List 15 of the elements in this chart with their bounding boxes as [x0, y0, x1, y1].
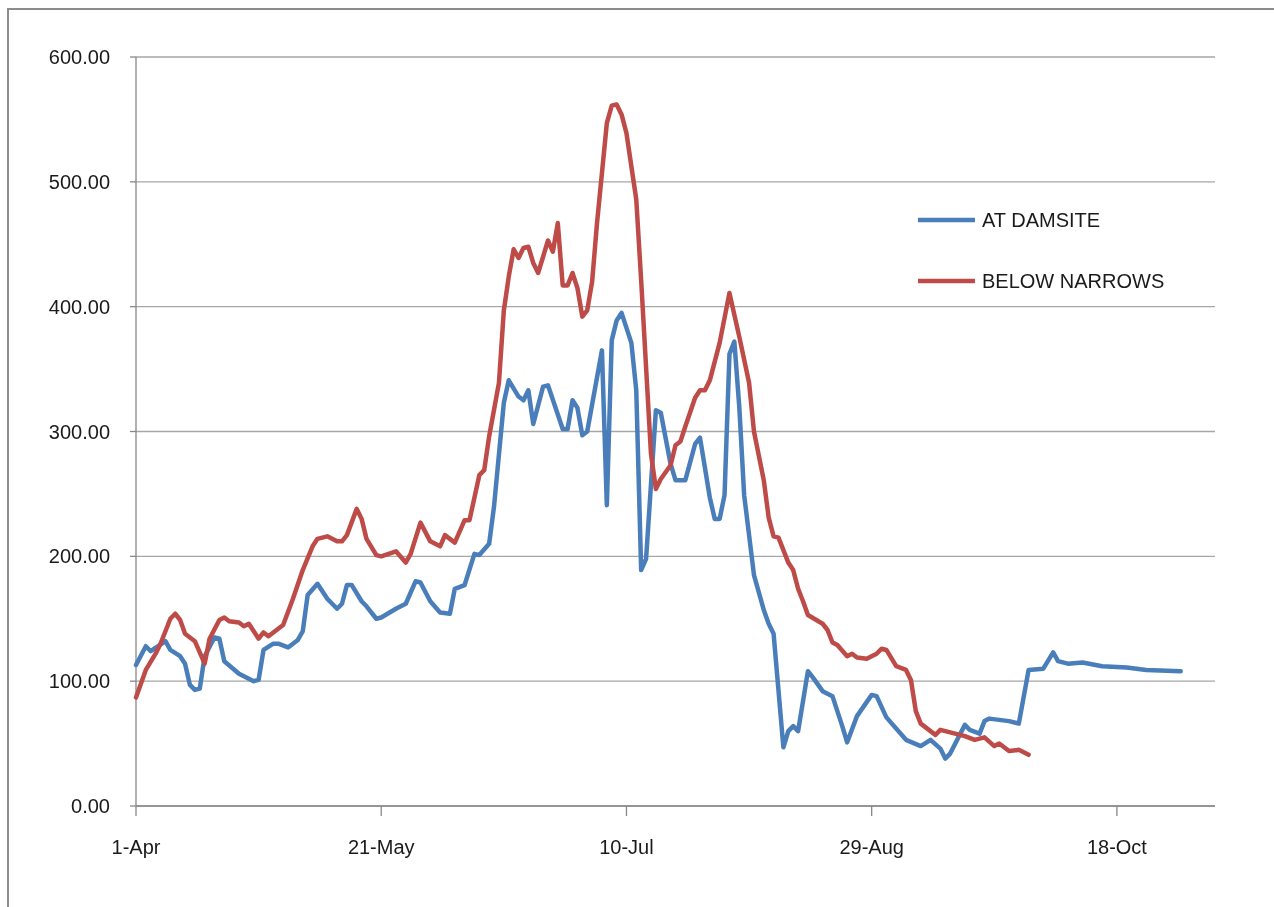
y-tick-label: 300.00 — [48, 420, 110, 443]
y-tick-label: 0.00 — [71, 795, 110, 817]
y-tick-label: 400.00 — [48, 295, 110, 318]
y-tick-label: 200.00 — [48, 545, 110, 568]
x-tick-label: 1-Apr — [111, 836, 161, 858]
x-tick-label: 10-Jul — [599, 836, 654, 858]
y-tick-label: 100.00 — [48, 670, 110, 693]
x-tick-label: 21-May — [347, 836, 415, 858]
x-tick-label: 18-Oct — [1086, 836, 1148, 858]
y-tick-label: 600.00 — [48, 46, 110, 68]
y-tick-label: 500.00 — [48, 170, 110, 193]
line-series — [133, 310, 1183, 761]
x-tick-label: 29-Aug — [839, 836, 904, 858]
legend-label: AT DAMSITE — [982, 209, 1101, 231]
legend-label: BELOW NARROWS — [982, 270, 1165, 292]
